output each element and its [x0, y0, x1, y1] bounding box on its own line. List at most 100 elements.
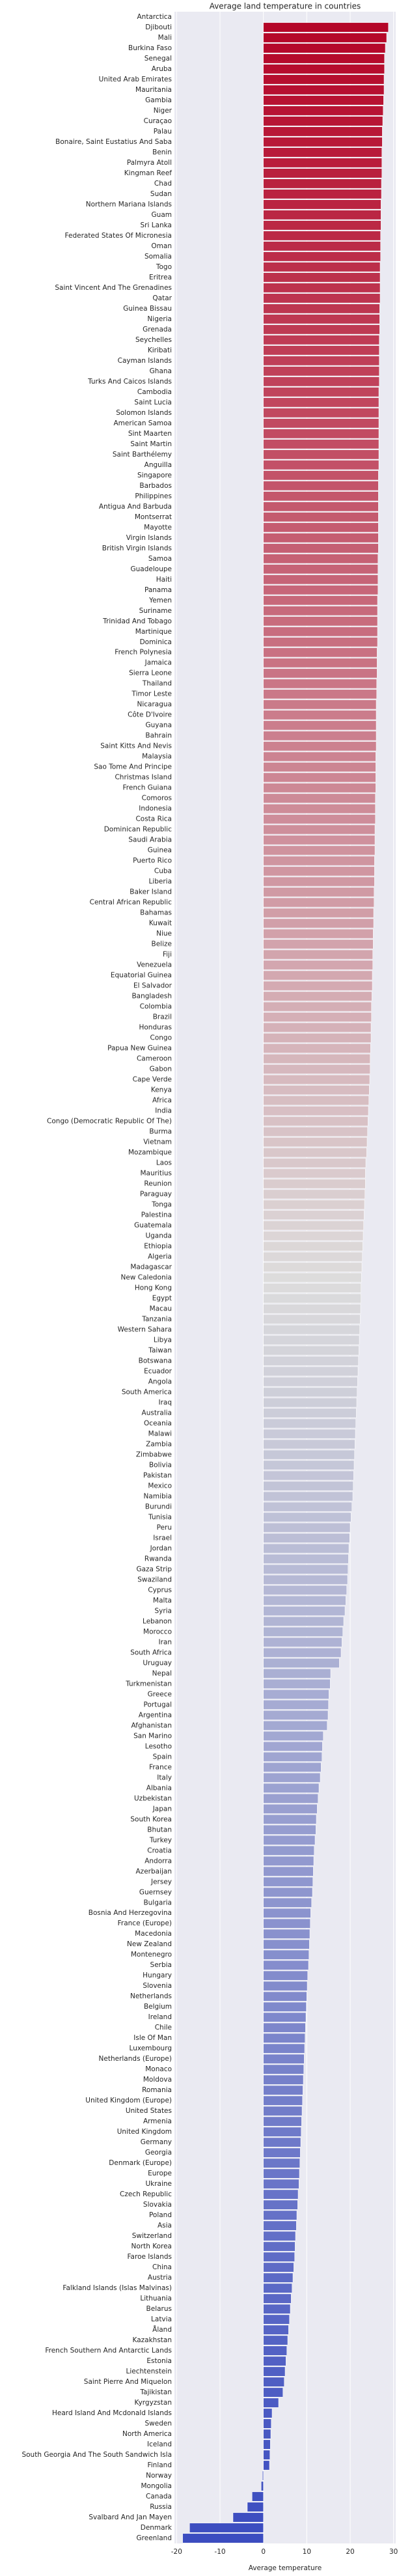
bar	[263, 1335, 360, 1345]
y-tick-label: Togo	[156, 263, 172, 271]
bar	[263, 1179, 366, 1189]
bar	[263, 533, 379, 543]
y-tick-label: Albania	[146, 1784, 172, 1792]
y-tick-label: Portugal	[144, 1701, 172, 1708]
bar	[263, 1346, 359, 1355]
bar	[263, 158, 382, 168]
bar	[263, 283, 381, 293]
y-tick-label: Romania	[142, 2086, 172, 2094]
bar	[232, 2512, 264, 2523]
y-tick-label: Anguilla	[144, 461, 172, 469]
y-tick-label: British Virgin Islands	[102, 545, 172, 552]
bar	[263, 2002, 307, 2012]
y-tick-label: Saint Kitts And Nevis	[100, 743, 172, 750]
y-tick-label: Suriname	[139, 607, 172, 615]
y-tick-label: San Marino	[133, 1732, 172, 1740]
y-tick-label: Indonesia	[139, 805, 172, 813]
bar	[263, 1772, 321, 1783]
y-tick-label: South Africa	[130, 1649, 172, 1656]
y-tick-label: Swaziland	[137, 1576, 172, 1583]
y-tick-label: Hong Kong	[135, 1284, 172, 1292]
bar	[263, 2252, 295, 2262]
bar	[263, 1658, 340, 1668]
bar	[263, 772, 376, 783]
y-tick-label: Greece	[148, 1690, 172, 1698]
bar	[263, 168, 382, 178]
bar	[263, 1574, 348, 1585]
bar	[263, 1824, 316, 1835]
bar	[263, 835, 376, 845]
y-tick-label: Georgia	[145, 2149, 172, 2157]
y-tick-label: Morocco	[143, 1628, 172, 1635]
bar	[263, 2345, 287, 2356]
y-tick-label: Reunion	[144, 1180, 172, 1188]
bar	[263, 33, 387, 43]
bar	[263, 2095, 303, 2106]
bar	[263, 1866, 314, 1876]
bar	[263, 1699, 329, 1710]
bar	[263, 1325, 360, 1335]
y-tick-label: North Korea	[131, 2243, 172, 2250]
y-tick-label: Panama	[144, 586, 172, 594]
y-tick-label: Bulgaria	[143, 1899, 172, 1906]
bar	[263, 1408, 357, 1418]
y-tick-label: Saint Lucia	[134, 399, 172, 406]
y-tick-label: Hungary	[143, 1972, 172, 1979]
bar	[263, 1064, 370, 1075]
y-tick-label: Armenia	[143, 2117, 172, 2125]
bar	[263, 220, 381, 231]
bar	[263, 2272, 294, 2283]
bar	[263, 1533, 350, 1543]
bar	[263, 1564, 348, 1574]
bar	[263, 1137, 368, 1148]
bar	[263, 1887, 313, 1897]
bar	[263, 356, 379, 366]
y-tick-label: Afghanistan	[131, 1721, 172, 1729]
y-tick-label: Curaçao	[144, 117, 172, 125]
y-tick-label: Ecuador	[144, 1367, 172, 1375]
y-tick-label: Isle Of Man	[133, 2034, 172, 2042]
bar	[263, 658, 378, 668]
bar	[263, 1033, 372, 1043]
bar	[263, 741, 377, 752]
y-tick-label: Virgin Islands	[126, 534, 172, 542]
y-tick-label: Belarus	[146, 2305, 172, 2313]
y-tick-label: South Korea	[130, 1815, 172, 1823]
bar	[263, 43, 386, 53]
y-tick-label: Tunisia	[148, 1513, 172, 1521]
y-tick-label: Tajikistan	[139, 2388, 172, 2396]
bar	[263, 64, 385, 74]
bar	[263, 345, 379, 356]
y-tick-label: Grenada	[143, 326, 172, 333]
y-tick-label: United Kingdom (Europe)	[85, 2097, 172, 2104]
bar	[263, 1366, 359, 1376]
y-tick-label: Russia	[150, 2503, 172, 2511]
y-tick-label: Saint Pierre And Miquelon	[84, 2378, 172, 2386]
bar	[263, 1439, 355, 1449]
bar	[263, 1418, 356, 1428]
y-tick-label: Palestina	[141, 1211, 172, 1219]
y-tick-label: Philippines	[135, 492, 172, 500]
bar	[263, 2210, 297, 2220]
bar	[263, 1470, 354, 1480]
bar	[263, 1189, 365, 1199]
x-tick-label: 0	[261, 2548, 266, 2556]
y-tick-label: South America	[122, 1388, 172, 1396]
y-tick-label: Cyprus	[148, 1586, 172, 1594]
bar	[263, 1512, 351, 1522]
y-tick-label: New Caledonia	[121, 1274, 172, 1282]
y-tick-label: Kazakhstan	[133, 2336, 172, 2344]
bar	[263, 908, 374, 918]
bar	[263, 1096, 369, 1106]
y-tick-label: Iraq	[158, 1398, 172, 1406]
bar	[263, 1678, 331, 1689]
y-tick-label: Liberia	[148, 878, 172, 886]
bar	[263, 1428, 356, 1439]
y-tick-label: Madagascar	[130, 1264, 172, 1271]
bar	[263, 74, 385, 85]
bar	[263, 2168, 300, 2179]
y-tick-label: Turkey	[149, 1836, 172, 1844]
y-tick-label: Mongolia	[141, 2482, 172, 2490]
bar	[263, 1262, 363, 1272]
bar	[263, 647, 378, 658]
